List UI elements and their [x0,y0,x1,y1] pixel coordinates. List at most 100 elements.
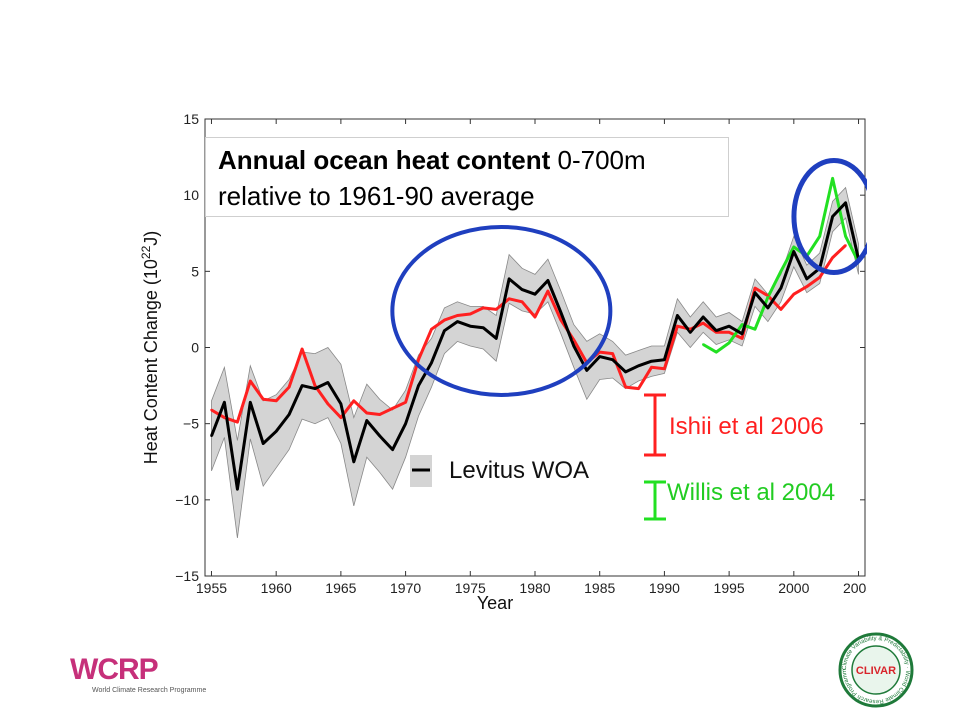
data-point-ishii-et-al-2006 [779,308,783,311]
data-point-ishii-et-al-2006 [378,413,381,416]
data-point-willis-et-al-2004 [727,341,731,345]
axes [204,118,866,577]
data-point-levitus-woa [249,401,252,404]
data-point-levitus-woa [689,331,692,334]
data-point-levitus-woa [262,442,265,445]
data-point-levitus-woa [507,277,511,281]
y-tick-label: 5 [191,263,199,279]
highlight-ellipse-1970s [390,224,613,397]
data-point-levitus-woa [844,201,847,204]
data-point-ishii-et-al-2006 [494,308,498,311]
data-point-levitus-woa [326,381,330,384]
series-points [210,177,860,491]
data-point-levitus-woa [520,288,524,291]
data-point-ishii-et-al-2006 [443,318,446,322]
data-point-ishii-et-al-2006 [236,420,239,424]
data-point-levitus-woa [650,360,653,363]
chart-title-bold: Annual ocean heat content [218,145,551,175]
data-point-levitus-woa [339,402,343,406]
wcrp-subtitle: World Climate Research Programme [92,687,207,694]
x-axis-title: Year [477,593,513,613]
data-point-willis-et-al-2004 [740,323,744,326]
chart-title-rest: 0-700m [550,145,646,175]
data-point-levitus-woa [663,358,666,361]
data-point-levitus-woa [637,364,640,367]
data-point-ishii-et-al-2006 [326,402,330,406]
data-point-ishii-et-al-2006 [249,379,252,383]
data-point-levitus-woa [598,355,601,358]
data-point-levitus-woa [714,329,718,332]
data-point-ishii-et-al-2006 [469,312,472,316]
data-point-levitus-woa [546,279,550,282]
x-tick-label: 1995 [714,580,745,596]
data-point-willis-et-al-2004 [779,270,783,273]
data-point-levitus-woa [494,337,498,340]
data-point-ishii-et-al-2006 [689,328,692,331]
data-point-ishii-et-al-2006 [391,407,394,410]
data-point-ishii-et-al-2006 [753,286,757,290]
data-point-levitus-woa [300,384,304,387]
data-point-ishii-et-al-2006 [702,321,705,325]
chart-title-line2: relative to 1961-90 average [218,181,535,211]
data-point-ishii-et-al-2006 [223,416,226,419]
data-point-levitus-woa [430,361,433,364]
x-tick-label: 2005 [843,580,867,596]
data-point-levitus-woa [779,286,783,290]
y-axis-title-unit: J) [141,231,161,246]
x-tick-label: 1955 [196,580,227,596]
data-point-ishii-et-al-2006 [818,276,821,279]
data-point-levitus-woa [352,460,356,463]
levitus-band-area [211,186,859,538]
data-point-levitus-woa [313,387,317,390]
data-point-levitus-woa [274,430,278,433]
data-point-levitus-woa [572,344,576,348]
data-point-willis-et-al-2004 [831,177,834,180]
y-axis-title: Heat Content Change (1022J) [139,231,161,465]
data-point-levitus-woa [753,291,757,294]
data-point-levitus-woa [624,370,627,374]
data-point-ishii-et-al-2006 [611,352,614,355]
levitus-uncertainty-band [211,186,859,538]
data-point-ishii-et-al-2006 [507,297,511,300]
wcrp-wordmark: WCRP [70,653,159,686]
data-point-levitus-woa [792,250,796,253]
data-point-ishii-et-al-2006 [572,338,576,342]
data-point-ishii-et-al-2006 [456,314,459,317]
data-point-ishii-et-al-2006 [650,366,653,369]
data-point-levitus-woa [805,277,808,281]
legend-label-willis: Willis et al 2004 [667,479,836,506]
data-point-ishii-et-al-2006 [210,408,213,412]
data-point-levitus-woa [223,401,226,404]
data-point-ishii-et-al-2006 [287,385,291,389]
data-point-levitus-woa [443,329,446,332]
data-point-willis-et-al-2004 [702,343,705,346]
x-tick-label: 1970 [390,580,421,596]
data-point-levitus-woa [585,369,588,372]
data-point-levitus-woa [611,358,614,361]
data-point-willis-et-al-2004 [766,296,770,299]
data-point-ishii-et-al-2006 [404,401,407,404]
data-point-ishii-et-al-2006 [533,315,537,319]
data-point-ishii-et-al-2006 [300,347,304,351]
data-point-levitus-woa [210,434,213,438]
data-point-ishii-et-al-2006 [365,411,368,415]
data-point-levitus-woa [676,314,679,317]
data-point-levitus-woa [236,487,239,491]
data-point-ishii-et-al-2006 [676,324,679,328]
x-tick-label: 1990 [649,580,680,596]
data-point-willis-et-al-2004 [844,235,847,238]
y-tick-label: −5 [183,416,199,432]
x-tick-label: 1985 [584,580,615,596]
data-point-levitus-woa [378,434,381,438]
data-point-levitus-woa [559,311,563,314]
data-point-ishii-et-al-2006 [520,300,524,303]
data-point-willis-et-al-2004 [753,328,757,331]
highlight-circle-2003 [791,158,867,275]
legend-label-levitus: Levitus WOA [449,457,590,484]
x-tick-label: 2000 [778,580,809,596]
data-point-willis-et-al-2004 [714,350,718,354]
data-point-ishii-et-al-2006 [663,367,666,371]
data-point-ishii-et-al-2006 [831,256,834,259]
